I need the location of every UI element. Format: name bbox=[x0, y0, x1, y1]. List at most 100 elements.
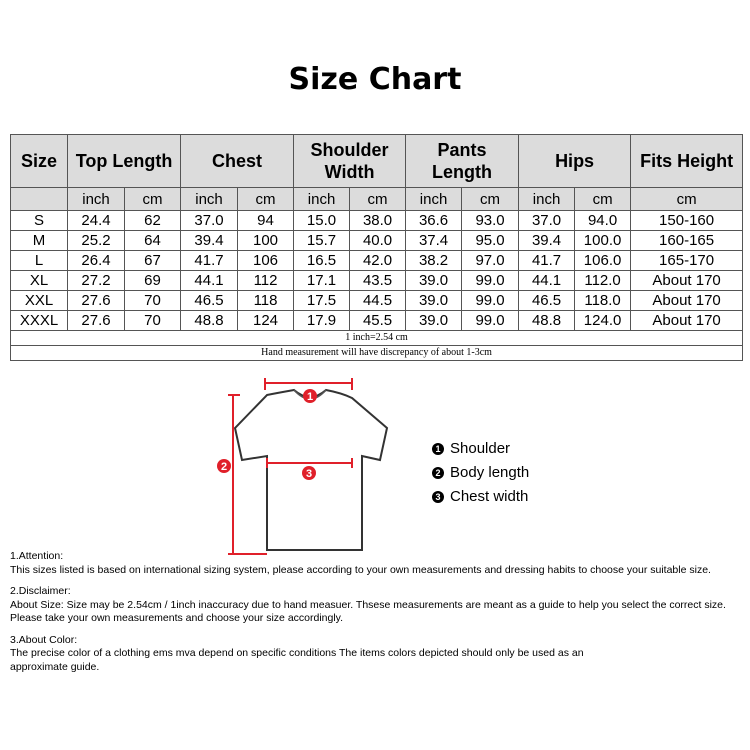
value-cell: 39.0 bbox=[405, 290, 463, 311]
note-disclaimer: 2.Disclaimer: About Size: Size may be 2.5… bbox=[10, 585, 750, 626]
legend-label: Shoulder bbox=[450, 440, 511, 457]
value-cell: 27.2 bbox=[67, 270, 125, 291]
header-hips: Hips bbox=[518, 134, 632, 188]
note-text: This sizes listed is based on internatio… bbox=[10, 563, 711, 576]
value-cell: 118.0 bbox=[574, 290, 632, 311]
header-pants-length: Pants Length bbox=[405, 134, 520, 188]
unit: inch bbox=[67, 187, 125, 211]
unit-blank bbox=[10, 187, 68, 211]
value-cell: 64 bbox=[123, 230, 182, 251]
table-row: S 24.4 62 37.0 94 15.0 38.0 36.6 93.0 37.0 94.0 150… bbox=[10, 210, 744, 231]
value-cell: 16.5 bbox=[293, 250, 351, 271]
size-cell: S bbox=[10, 210, 68, 231]
value-cell: 39.0 bbox=[405, 310, 463, 331]
value-cell: 48.8 bbox=[518, 310, 576, 331]
legend-label: Chest width bbox=[450, 488, 529, 505]
header-shoulder-width: Shoulder Width bbox=[293, 134, 407, 188]
value-cell: 106.0 bbox=[574, 250, 632, 271]
value-cell: 95.0 bbox=[461, 230, 520, 251]
value-cell: 118 bbox=[237, 290, 295, 311]
unit: cm bbox=[237, 187, 295, 211]
notes-section: 1.Attention: This sizes listed is based o… bbox=[10, 550, 750, 682]
value-cell: 99.0 bbox=[461, 310, 520, 331]
table-row: XXL 27.6 70 46.5 118 17.5 44.5 39.0 99.0 46.5 118.… bbox=[10, 290, 744, 311]
value-cell: 17.5 bbox=[293, 290, 351, 311]
value-cell: 99.0 bbox=[461, 290, 520, 311]
header-fits-height: Fits Height bbox=[630, 134, 744, 188]
table-row: XXXL 27.6 70 48.8 124 17.9 45.5 39.0 99.0 48.8 124… bbox=[10, 310, 744, 331]
value-cell: About 170 bbox=[630, 290, 744, 311]
marker-3 bbox=[302, 466, 316, 480]
marker-2-label: 2 bbox=[221, 461, 227, 473]
unit-row: inch cm inch cm inch cm inch cm inch cm cm bbox=[10, 187, 744, 211]
value-cell: 43.5 bbox=[349, 270, 407, 291]
marker-1 bbox=[303, 389, 317, 403]
note-color: 3.About Color: The precise color of a clo… bbox=[10, 634, 600, 675]
value-cell: 112.0 bbox=[574, 270, 632, 291]
value-cell: 165-170 bbox=[630, 250, 744, 271]
legend-shoulder: 1 Shoulder bbox=[432, 440, 510, 457]
table-row: XL 27.2 69 44.1 112 17.1 43.5 39.0 99.0 44.1 112.0… bbox=[10, 270, 744, 291]
legend-body-length: 2 Body length bbox=[432, 464, 529, 481]
value-cell: 94 bbox=[237, 210, 295, 231]
note-row: Hand measurement will have discrepancy o… bbox=[9, 345, 744, 361]
value-cell: 99.0 bbox=[461, 270, 520, 291]
value-cell: 124 bbox=[237, 310, 295, 331]
page-title: Size Chart bbox=[288, 62, 462, 97]
note-heading: 3.About Color: bbox=[10, 633, 78, 646]
number-3-icon: 3 bbox=[432, 490, 444, 503]
value-cell: 112 bbox=[237, 270, 295, 291]
value-cell: 26.4 bbox=[67, 250, 125, 271]
note-attention: 1.Attention: This sizes listed is based o… bbox=[10, 550, 750, 577]
value-cell: 62 bbox=[123, 210, 182, 231]
value-cell: 37.4 bbox=[405, 230, 463, 251]
value-cell: 37.0 bbox=[180, 210, 239, 231]
header-top-length: Top Length bbox=[66, 134, 182, 188]
size-cell: XXL bbox=[10, 290, 68, 311]
unit: cm bbox=[574, 187, 632, 211]
note-row: 1 inch=2.54 cm bbox=[9, 330, 744, 346]
value-cell: 48.8 bbox=[180, 310, 239, 331]
value-cell: 45.5 bbox=[349, 310, 407, 331]
legend-label: Body length bbox=[450, 464, 530, 481]
value-cell: 100.0 bbox=[574, 230, 632, 251]
value-cell: 15.0 bbox=[293, 210, 351, 231]
value-cell: 25.2 bbox=[67, 230, 125, 251]
value-cell: 15.7 bbox=[293, 230, 351, 251]
value-cell: 46.5 bbox=[180, 290, 239, 311]
value-cell: 38.2 bbox=[405, 250, 463, 271]
size-table: Size Top Length Chest Shoulder Width Pan… bbox=[9, 134, 744, 361]
value-cell: 70 bbox=[123, 290, 182, 311]
value-cell: 24.4 bbox=[67, 210, 125, 231]
value-cell: 42.0 bbox=[349, 250, 407, 271]
number-2-icon: 2 bbox=[432, 466, 444, 479]
value-cell: 41.7 bbox=[518, 250, 576, 271]
unit: cm bbox=[123, 187, 182, 211]
value-cell: 124.0 bbox=[574, 310, 632, 331]
value-cell: 40.0 bbox=[349, 230, 407, 251]
unit: cm bbox=[630, 187, 744, 211]
unit: inch bbox=[518, 187, 576, 211]
value-cell: 150-160 bbox=[630, 210, 744, 231]
value-cell: 27.6 bbox=[67, 310, 125, 331]
note-heading: 2.Disclaimer: bbox=[10, 585, 71, 597]
value-cell: 44.1 bbox=[180, 270, 239, 291]
unit: inch bbox=[180, 187, 239, 211]
value-cell: 37.0 bbox=[518, 210, 576, 231]
value-cell: 44.5 bbox=[349, 290, 407, 311]
value-cell: 38.0 bbox=[349, 210, 407, 231]
value-cell: 44.1 bbox=[518, 270, 576, 291]
size-cell: XXXL bbox=[10, 310, 68, 331]
value-cell: 106 bbox=[237, 250, 295, 271]
size-cell: XL bbox=[10, 270, 68, 291]
note-text: About Size: Size may be 2.54cm / 1inch i… bbox=[10, 598, 726, 625]
unit: inch bbox=[405, 187, 463, 211]
conversion-note: 1 inch=2.54 cm bbox=[9, 330, 744, 346]
value-cell: 100 bbox=[237, 230, 295, 251]
value-cell: 94.0 bbox=[574, 210, 632, 231]
value-cell: 39.4 bbox=[518, 230, 576, 251]
header-size: Size bbox=[10, 134, 68, 188]
value-cell: 69 bbox=[123, 270, 182, 291]
discrepancy-note: Hand measurement will have discrepancy o… bbox=[9, 345, 744, 361]
value-cell: 70 bbox=[123, 310, 182, 331]
